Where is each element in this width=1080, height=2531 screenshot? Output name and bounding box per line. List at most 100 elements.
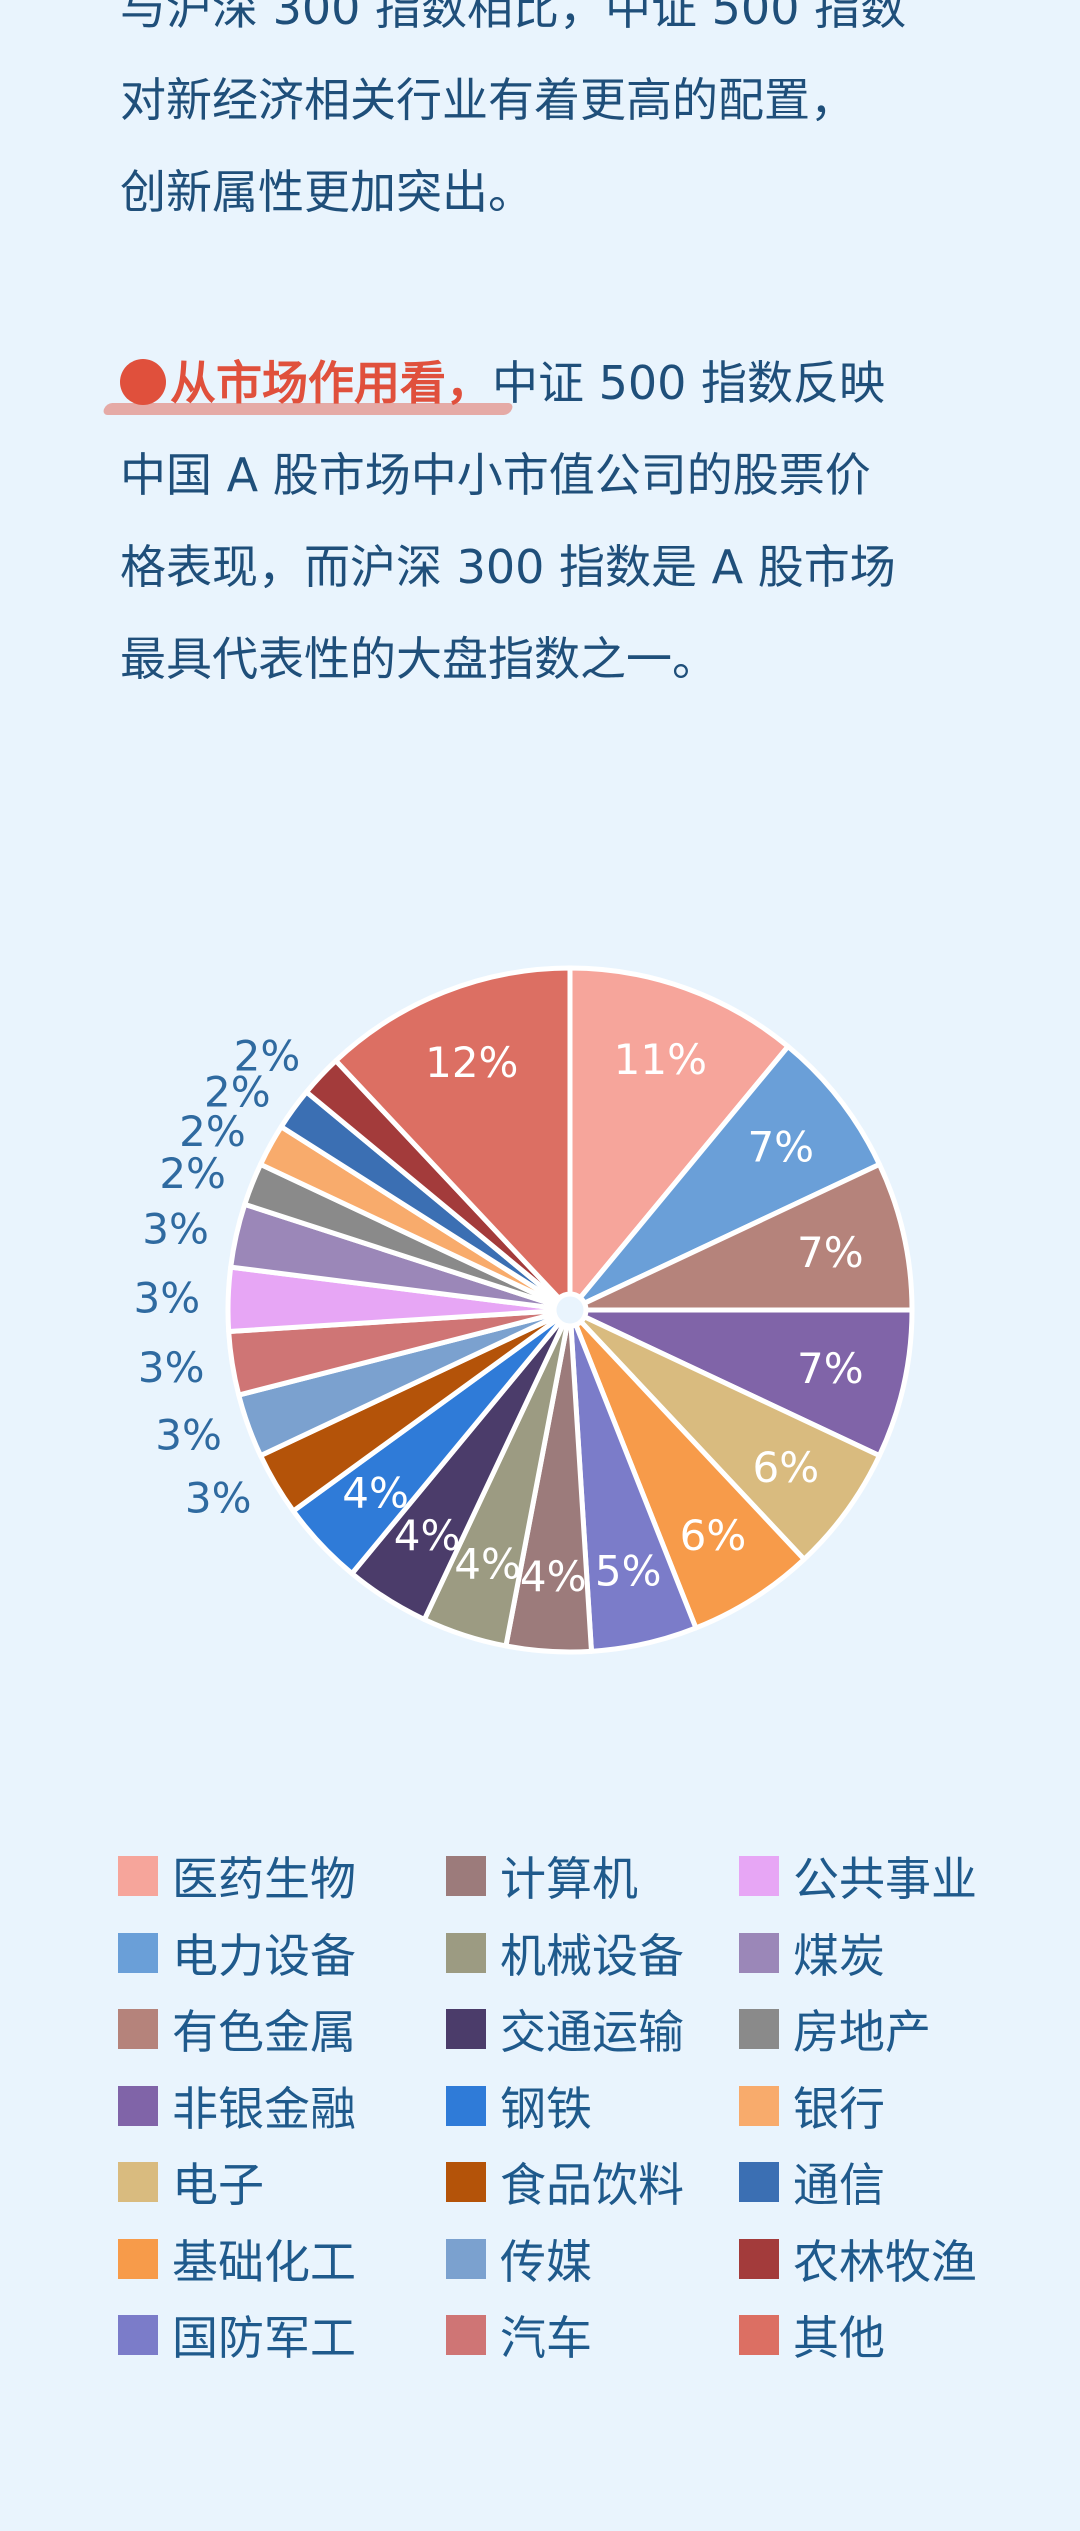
legend-swatch [446,1856,486,1897]
legend-label: 传媒 [500,2234,592,2289]
legend-item-7: 交通运输 [446,1991,739,2068]
legend-label: 交通运输 [500,2005,684,2060]
legend-swatch [739,1932,779,1973]
paragraph-line: 最具代表性的大盘指数之一。 [120,632,718,686]
legend-label: 通信 [793,2158,885,2213]
pie-label-1: 7% [747,1123,814,1172]
legend-item-6: 有色金属 [118,1991,446,2068]
pie-label-12: 3% [155,1410,222,1459]
legend-item-8: 房地产 [739,1991,1029,2068]
legend-item-10: 钢铁 [446,2068,739,2145]
legend-label: 国防军工 [172,2311,356,2366]
legend-item-1: 计算机 [446,1838,739,1915]
pie-label-8: 4% [454,1540,521,1589]
highlight-underline [101,403,515,415]
pie-label-5: 6% [680,1511,747,1560]
pie-slice-1 [577,1043,882,1306]
legend-item-3: 电力设备 [118,1915,446,1992]
legend-item-18: 国防军工 [118,2297,446,2374]
pie-label-17: 2% [179,1107,246,1156]
legend-label: 基础化工 [172,2234,356,2289]
legend-swatch [118,2238,158,2279]
paragraph-line: 对新经济相关行业有着更高的配置， [120,73,856,127]
pie-label-6: 5% [595,1546,662,1595]
legend-swatch [118,2009,158,2050]
legend-swatch [446,2238,486,2279]
pie-label-0: 11% [614,1035,707,1084]
industry-pie-chart: 11%7%7%7%6%6%5%4%4%4%4%3%3%3%3%3%2%2%2%2… [134,965,915,1655]
legend-item-20: 其他 [739,2297,1029,2374]
legend-item-15: 基础化工 [118,2221,446,2298]
legend-swatch [446,2085,486,2126]
legend-swatch [739,1856,779,1897]
pie-label-14: 3% [134,1273,201,1322]
pie-slice-4 [578,1314,882,1562]
legend-label: 其他 [793,2311,885,2366]
legend-swatch [739,2238,779,2279]
legend-item-19: 汽车 [446,2297,739,2374]
legend-label: 食品饮料 [500,2158,684,2213]
legend-item-5: 煤炭 [739,1915,1029,1992]
legend-item-17: 农林牧渔 [739,2221,1029,2298]
paragraph-line: 中国 A 股市场中小市值公司的股票价 [120,448,871,502]
pie-label-4: 6% [752,1443,819,1492]
legend-label: 农林牧渔 [793,2234,977,2289]
pie-label-11: 3% [185,1473,252,1522]
legend-label: 电子 [172,2158,264,2213]
pie-slice-3 [581,1307,915,1459]
legend-label: 非银金融 [172,2081,356,2136]
paragraph-line: 从市场作用看， 中证 500 指数反映 [101,337,1000,429]
legend-item-13: 食品饮料 [446,2144,739,2221]
pie-label-19: 2% [234,1032,301,1081]
legend-label: 计算机 [500,1852,638,1907]
legend-swatch [118,2315,158,2356]
legend-item-12: 电子 [118,2144,446,2221]
legend-swatch [118,1932,158,1973]
pie-label-15: 3% [142,1204,209,1253]
legend-item-0: 医药生物 [118,1838,446,1915]
legend-item-11: 银行 [739,2068,1029,2145]
pie-label-9: 4% [394,1511,461,1560]
paragraph-text: 中证 500 指数反映 [492,356,886,410]
market-role-paragraph: 从市场作用看， 中证 500 指数反映 中国 A 股市场中小市值公司的股票价 格… [101,337,1000,705]
paragraph-line: 与沪深 300 指数相比，中证 500 指数 [120,0,907,35]
legend-label: 房地产 [793,2005,931,2060]
legend-label: 机械设备 [500,1928,684,1983]
chart-legend: 医药生物 计算机 公共事业电力设备 机械设备 煤炭有色金属 交通运输 房地产非银金融 钢铁 银行… [118,1838,1029,2374]
legend-label: 煤炭 [793,1928,885,1983]
legend-swatch [446,2009,486,2050]
legend-label: 电力设备 [172,1928,356,1983]
legend-label: 钢铁 [500,2081,592,2136]
legend-swatch [739,2085,779,2126]
legend-swatch [739,2162,779,2203]
legend-swatch [739,2009,779,2050]
legend-item-14: 通信 [739,2144,1029,2221]
legend-swatch [739,2315,779,2356]
pie-slice-5 [573,1319,807,1631]
intro-paragraph: 与沪深 300 指数相比，中证 500 指数 对新经济相关行业有着更高的配置， … [120,0,1000,238]
highlight-phrase: 从市场作用看， [101,337,515,429]
legend-label: 有色金属 [172,2005,356,2060]
legend-swatch [118,2085,158,2126]
legend-swatch [446,2315,486,2356]
pie-label-16: 2% [159,1149,226,1198]
bullet-dot-icon [120,359,166,405]
pie-slice-6 [568,1322,699,1654]
legend-swatch [118,2162,158,2203]
legend-item-16: 传媒 [446,2221,739,2298]
legend-item-9: 非银金融 [118,2068,446,2145]
pie-slice-20 [333,965,573,1301]
legend-label: 银行 [793,2081,885,2136]
pie-label-13: 3% [138,1343,205,1392]
legend-label: 医药生物 [172,1852,356,1907]
pie-label-2: 7% [797,1228,864,1277]
legend-swatch [446,1932,486,1973]
paragraph-line: 格表现，而沪深 300 指数是 A 股市场 [120,540,896,594]
legend-swatch [446,2162,486,2203]
pie-label-10: 4% [342,1469,409,1518]
paragraph-line: 创新属性更加突出。 [120,165,534,219]
legend-label: 公共事业 [793,1852,977,1907]
pie-label-7: 4% [520,1552,587,1601]
legend-swatch [118,1856,158,1897]
pie-slice-2 [581,1161,915,1313]
